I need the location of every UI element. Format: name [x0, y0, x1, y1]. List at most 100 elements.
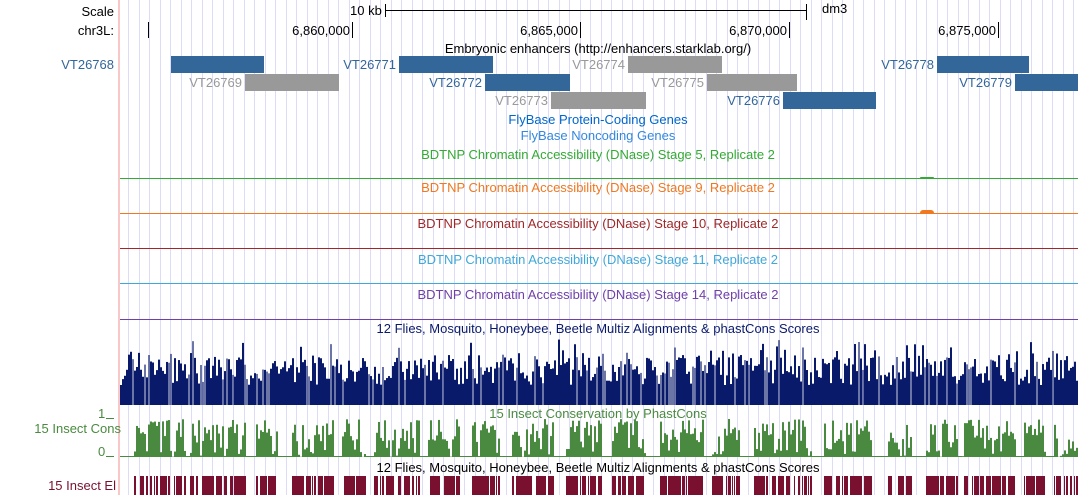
conserved-element[interactable]	[844, 476, 846, 495]
conserved-element[interactable]	[1024, 476, 1025, 495]
conserved-element[interactable]	[804, 476, 806, 495]
conserved-element[interactable]	[640, 476, 642, 495]
conserved-element[interactable]	[1004, 476, 1006, 495]
conserved-element[interactable]	[344, 476, 346, 495]
conserved-element[interactable]	[202, 476, 204, 495]
conserved-element[interactable]	[542, 476, 544, 495]
conserved-element[interactable]	[458, 476, 460, 495]
conserved-element[interactable]	[890, 476, 892, 495]
conserved-element[interactable]	[696, 476, 698, 495]
conserved-element[interactable]	[206, 476, 208, 495]
conserved-element[interactable]	[684, 476, 685, 495]
conserved-element[interactable]	[628, 476, 630, 495]
conserved-element[interactable]	[480, 476, 482, 495]
conserved-element[interactable]	[308, 476, 310, 495]
conserved-element[interactable]	[902, 476, 904, 495]
conserved-element[interactable]	[946, 476, 948, 495]
conserved-element[interactable]	[778, 476, 780, 495]
conserved-element[interactable]	[358, 476, 360, 495]
conserved-element[interactable]	[408, 476, 410, 495]
conserved-element[interactable]	[974, 476, 976, 495]
conserved-element[interactable]	[952, 476, 954, 495]
conserved-element[interactable]	[392, 476, 394, 495]
conserved-element[interactable]	[956, 476, 958, 495]
conserved-element[interactable]	[314, 476, 316, 495]
conserved-element[interactable]	[726, 476, 727, 495]
conserved-element[interactable]	[524, 476, 526, 495]
conserved-element[interactable]	[1064, 476, 1065, 495]
enhancer-label[interactable]: VT26774	[572, 57, 625, 72]
conserved-element[interactable]	[362, 476, 364, 495]
conserved-element[interactable]	[620, 476, 621, 495]
conserved-element[interactable]	[540, 476, 542, 495]
conserved-element[interactable]	[1058, 476, 1060, 495]
conserved-element[interactable]	[400, 476, 401, 495]
conserved-element[interactable]	[488, 476, 489, 495]
enhancer-feature[interactable]	[937, 56, 1029, 73]
conserved-element[interactable]	[450, 476, 452, 495]
conserved-element[interactable]	[242, 476, 244, 495]
conserved-element[interactable]	[1040, 476, 1042, 495]
conserved-element[interactable]	[204, 476, 206, 495]
conserved-element[interactable]	[310, 476, 311, 495]
conserved-element[interactable]	[430, 476, 432, 495]
conserved-element[interactable]	[230, 476, 232, 495]
conserved-element[interactable]	[134, 476, 136, 495]
conserved-element[interactable]	[538, 476, 540, 495]
conserved-element[interactable]	[176, 476, 178, 495]
conserved-element[interactable]	[614, 476, 616, 495]
conserved-element[interactable]	[758, 476, 760, 495]
conserved-element[interactable]	[636, 476, 638, 495]
conserved-element[interactable]	[964, 476, 966, 495]
conserved-element[interactable]	[948, 476, 950, 495]
conserved-element[interactable]	[594, 476, 596, 495]
conserved-element[interactable]	[208, 476, 210, 495]
conserved-element[interactable]	[352, 476, 354, 495]
conserved-element[interactable]	[518, 476, 520, 495]
conserved-element[interactable]	[864, 476, 866, 495]
conserved-element[interactable]	[588, 476, 589, 495]
conserved-element[interactable]	[350, 476, 352, 495]
conserved-element[interactable]	[296, 476, 298, 495]
conserved-element[interactable]	[674, 476, 676, 495]
conserved-element[interactable]	[786, 476, 788, 495]
conserved-element[interactable]	[476, 476, 478, 495]
conserved-element[interactable]	[978, 476, 979, 495]
dnase-track-title[interactable]: BDTNP Chromatin Accessibility (DNase) St…	[421, 147, 775, 162]
conserved-element[interactable]	[730, 476, 731, 495]
conserved-element[interactable]	[292, 476, 294, 495]
conserved-element[interactable]	[324, 476, 326, 495]
conserved-element[interactable]	[828, 476, 830, 495]
conserved-element[interactable]	[1034, 476, 1035, 495]
conserved-element[interactable]	[736, 476, 738, 495]
conserved-element[interactable]	[374, 476, 376, 495]
conserved-element[interactable]	[932, 476, 934, 495]
conserved-element[interactable]	[934, 476, 936, 495]
conserved-element[interactable]	[494, 476, 495, 495]
conserved-element[interactable]	[364, 476, 366, 495]
conserved-element[interactable]	[434, 476, 436, 495]
conserved-element[interactable]	[306, 476, 308, 495]
conserved-element[interactable]	[294, 476, 296, 495]
conserved-element[interactable]	[716, 476, 718, 495]
conserved-element[interactable]	[728, 476, 730, 495]
conserved-element[interactable]	[842, 476, 843, 495]
conserved-element[interactable]	[994, 476, 996, 495]
conserved-element[interactable]	[496, 476, 497, 495]
conserved-element[interactable]	[1014, 476, 1015, 495]
conserved-element[interactable]	[618, 476, 620, 495]
conserved-element[interactable]	[624, 476, 626, 495]
conserved-element[interactable]	[418, 476, 420, 495]
conserved-element[interactable]	[142, 476, 144, 495]
conserved-element[interactable]	[722, 476, 723, 495]
conserved-element[interactable]	[930, 476, 932, 495]
enhancer-feature[interactable]	[245, 74, 339, 91]
conserved-element[interactable]	[376, 476, 378, 495]
conserved-element[interactable]	[216, 476, 218, 495]
conserved-element[interactable]	[528, 476, 530, 495]
cons-track-title[interactable]: 15 Insect Conservation by PhastCons	[489, 406, 707, 421]
conserved-element[interactable]	[856, 476, 858, 495]
dnase-track-title[interactable]: BDTNP Chromatin Accessibility (DNase) St…	[417, 252, 779, 267]
conserved-element[interactable]	[322, 476, 323, 495]
conserved-element[interactable]	[1056, 476, 1058, 495]
